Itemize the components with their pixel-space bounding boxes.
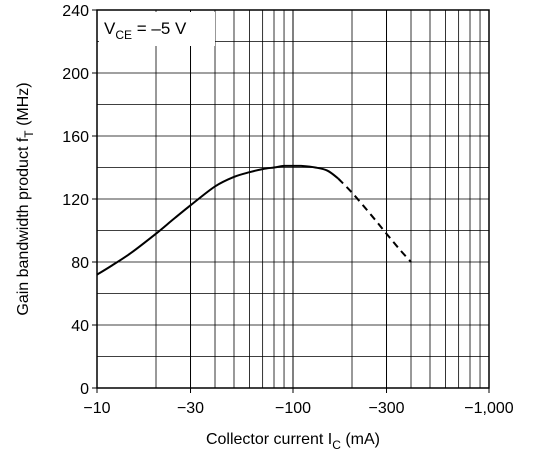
series-line-dashed [337, 177, 412, 263]
y-axis-label-unit: (MHz) [15, 82, 32, 130]
y-tick-labels: 0 40 80 120 160 200 240 [62, 3, 97, 398]
y-tick-label: 0 [80, 381, 89, 398]
x-axis-label-sub: C [332, 438, 341, 452]
y-tick-label: 160 [62, 129, 89, 146]
grid [96, 9, 490, 389]
x-tick-label: −1,000 [464, 400, 513, 417]
x-tick-label: −30 [177, 400, 204, 417]
x-tick-label: −10 [83, 400, 110, 417]
x-tick-labels: −10 −30 −100 −300 −1,000 [83, 388, 514, 417]
y-tick-label: 40 [71, 318, 89, 335]
annotation-main: V [104, 19, 116, 38]
x-axis-label-unit: (mA) [341, 431, 380, 448]
y-tick-label: 240 [62, 3, 89, 20]
x-tick-label: −300 [368, 400, 404, 417]
y-tick-label: 80 [71, 255, 89, 272]
y-tick-label: 200 [62, 66, 89, 83]
y-axis-label: Gain bandwidth product fT (MHz) [15, 82, 36, 315]
x-tick-label: −100 [275, 400, 311, 417]
y-axis-label-sub: T [22, 130, 36, 138]
y-axis-label-text: Gain bandwidth product f [15, 137, 32, 315]
x-axis-label: Collector current IC (mA) [206, 431, 380, 452]
vce-annotation: VCE = –5 V [99, 12, 215, 46]
series-line-solid [96, 164, 339, 276]
series-group [96, 164, 412, 276]
annotation-sub: CE [115, 28, 132, 42]
annotation-background [99, 12, 215, 46]
annotation-value: = –5 V [132, 19, 187, 38]
y-tick-label: 120 [62, 192, 89, 209]
x-axis-label-text: Collector current I [206, 431, 332, 448]
annotation-text: VCE = –5 V [104, 19, 187, 42]
